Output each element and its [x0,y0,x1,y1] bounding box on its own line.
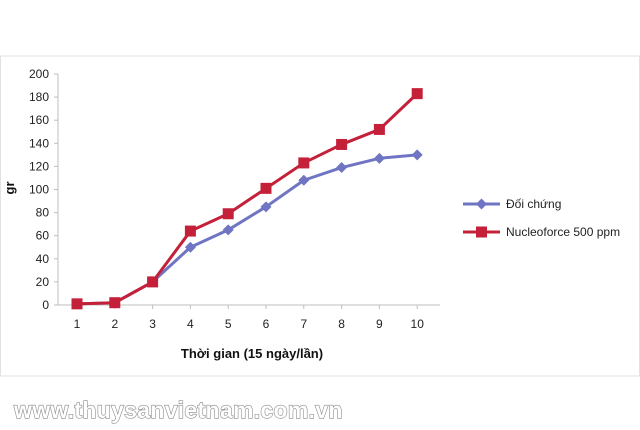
data-point [336,138,348,150]
x-tick-label: 7 [300,317,307,331]
y-tick-label: 160 [29,113,49,127]
data-point [184,225,196,237]
y-tick-label: 100 [29,183,49,197]
x-tick-label: 5 [225,317,232,331]
legend-swatch-marker [476,198,487,210]
data-point [298,174,310,186]
y-tick-label: 40 [36,252,50,266]
y-axis-title: gr [2,182,17,195]
x-tick-label: 8 [338,317,345,331]
y-tick-label: 80 [36,206,50,220]
x-axis-title: Thời gian (15 ngày/lần) [181,346,323,361]
data-point [260,182,272,194]
legend-label: Đối chứng [506,197,561,211]
legend-item: Nucleoforce 500 ppm [463,225,620,239]
chart-area-border [0,55,640,377]
y-tick-label: 0 [42,298,49,312]
y-tick-label: 120 [29,159,49,173]
x-tick-label: 3 [149,317,156,331]
data-point [336,162,348,174]
data-point [373,123,385,135]
data-point [147,276,159,288]
x-tick-label: 9 [376,317,383,331]
data-point [411,149,423,161]
x-tick-label: 2 [111,317,118,331]
watermark-text: www.thuysanvietnam.com.vn [13,397,343,423]
series-layer [71,88,423,310]
y-axis-ticks: 0 20 40 60 80 100 120 140 160 180 200 [29,67,58,312]
x-tick-label: 1 [74,317,81,331]
series-2 [71,88,423,310]
legend: Đối chứng Nucleoforce 500 ppm [463,197,620,239]
data-point [184,241,196,253]
x-tick-label: 10 [411,317,425,331]
data-point [222,224,234,236]
data-point [373,152,385,164]
y-tick-label: 20 [36,275,50,289]
series-line [76,92,419,306]
x-tick-label: 4 [187,317,194,331]
data-point [71,298,83,310]
x-axis-ticks: 1 2 3 4 5 6 7 8 9 10 [74,305,425,331]
data-point [109,297,121,309]
data-point [260,201,272,213]
y-tick-label: 60 [36,229,50,243]
legend-swatch-marker [476,226,487,238]
data-point [298,157,310,169]
legend-item: Đối chứng [463,197,561,211]
y-tick-label: 140 [29,136,49,150]
x-tick-label: 6 [263,317,270,331]
data-point [411,88,423,100]
legend-label: Nucleoforce 500 ppm [506,225,620,239]
data-point [222,208,234,220]
y-tick-label: 200 [29,67,49,81]
y-tick-label: 180 [29,90,49,104]
